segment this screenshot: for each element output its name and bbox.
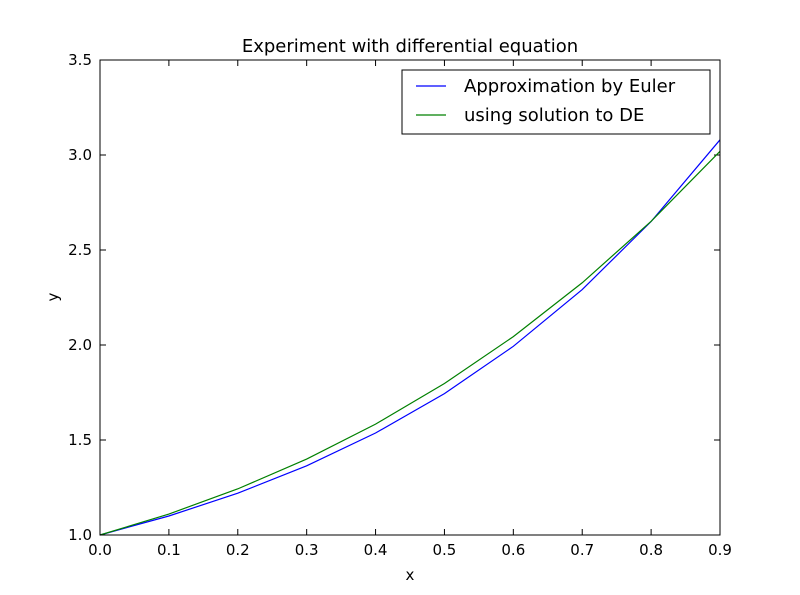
x-axis-label: x (406, 566, 415, 584)
x-tick-label: 0.7 (570, 541, 594, 559)
legend-label: using solution to DE (464, 105, 644, 126)
y-tick-label: 2.5 (68, 241, 92, 259)
series-line-euler (99, 139, 721, 536)
y-tick-label: 3.5 (68, 51, 92, 69)
x-tick-label: 0.6 (501, 541, 525, 559)
legend-box (401, 69, 711, 135)
y-axis-label: y (44, 292, 62, 301)
x-tick-label: 0.0 (88, 541, 112, 559)
x-tick-label: 0.4 (364, 541, 388, 559)
x-tick-label: 0.8 (639, 541, 663, 559)
legend: Approximation by Euler using solution to … (401, 69, 711, 135)
x-tick-label: 0.1 (157, 541, 181, 559)
x-tick-label: 0.5 (433, 541, 457, 559)
y-tick-label: 3.0 (68, 146, 92, 164)
ticks: 0.0 0.1 0.2 0.3 0.4 0.5 0.6 0.7 0.8 0.9 1.0 1.5 2.0 2… (68, 51, 732, 559)
series-line-exact (99, 150, 721, 536)
axes-frame (99, 59, 721, 536)
y-tick-label: 2.0 (68, 336, 92, 354)
legend-label: Approximation by Euler (464, 76, 676, 97)
x-tick-label: 0.9 (708, 541, 732, 559)
y-tick-label: 1.0 (68, 526, 92, 544)
y-tick-label: 1.5 (68, 431, 92, 449)
series-lines (99, 139, 721, 536)
x-tick-label: 0.3 (295, 541, 319, 559)
chart-title: Experiment with differential equation (242, 36, 578, 57)
x-tick-label: 0.2 (226, 541, 250, 559)
